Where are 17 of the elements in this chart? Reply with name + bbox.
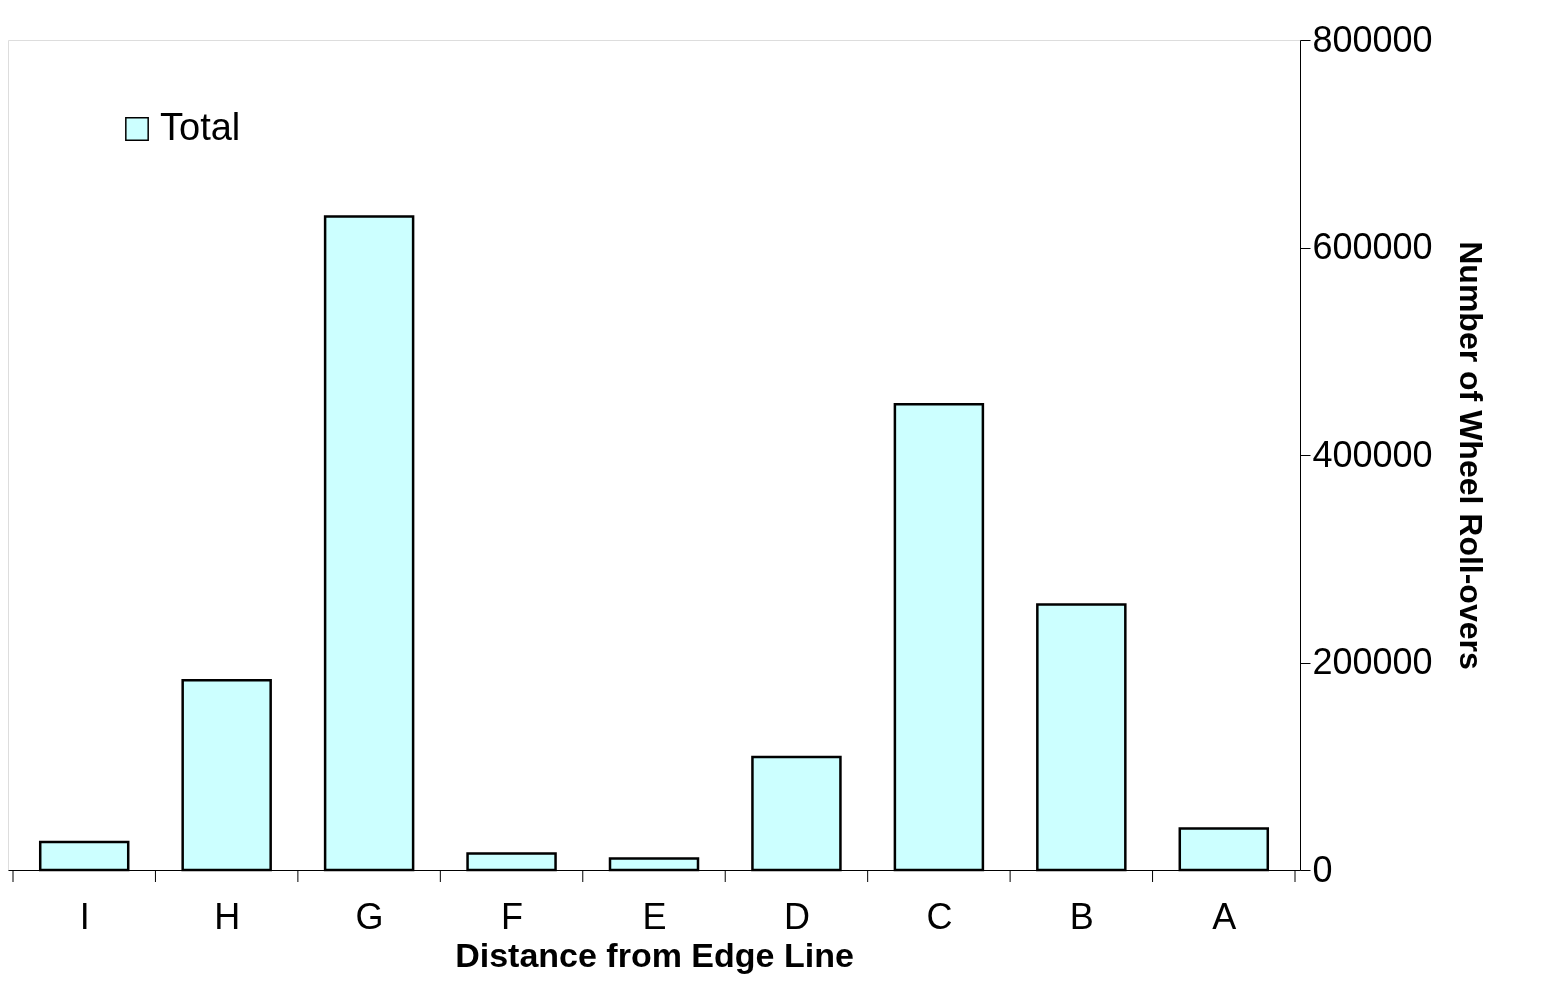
x-tick-label: G xyxy=(355,895,384,937)
legend-label: Total xyxy=(160,106,241,148)
x-tick-label: C xyxy=(926,895,953,937)
y-axis-title: Number of Wheel Roll-overs xyxy=(1452,241,1489,670)
y-tick-label: 200000 xyxy=(1312,641,1433,682)
x-tick-label: F xyxy=(501,895,524,937)
y-tick-label: 0 xyxy=(1312,848,1333,890)
x-tick-label: D xyxy=(783,895,810,937)
y-tick-label: 400000 xyxy=(1312,433,1433,475)
x-tick-label: I xyxy=(79,895,90,937)
y-tick-label: 600000 xyxy=(1312,226,1433,267)
x-axis-title: Distance from Edge Line xyxy=(455,935,854,974)
x-tick-label: H xyxy=(214,895,241,937)
x-tick-label: A xyxy=(1212,895,1237,937)
x-tick-label: B xyxy=(1069,895,1094,937)
y-tick-label: 800000 xyxy=(1312,18,1433,60)
x-tick-label: E xyxy=(642,895,667,937)
